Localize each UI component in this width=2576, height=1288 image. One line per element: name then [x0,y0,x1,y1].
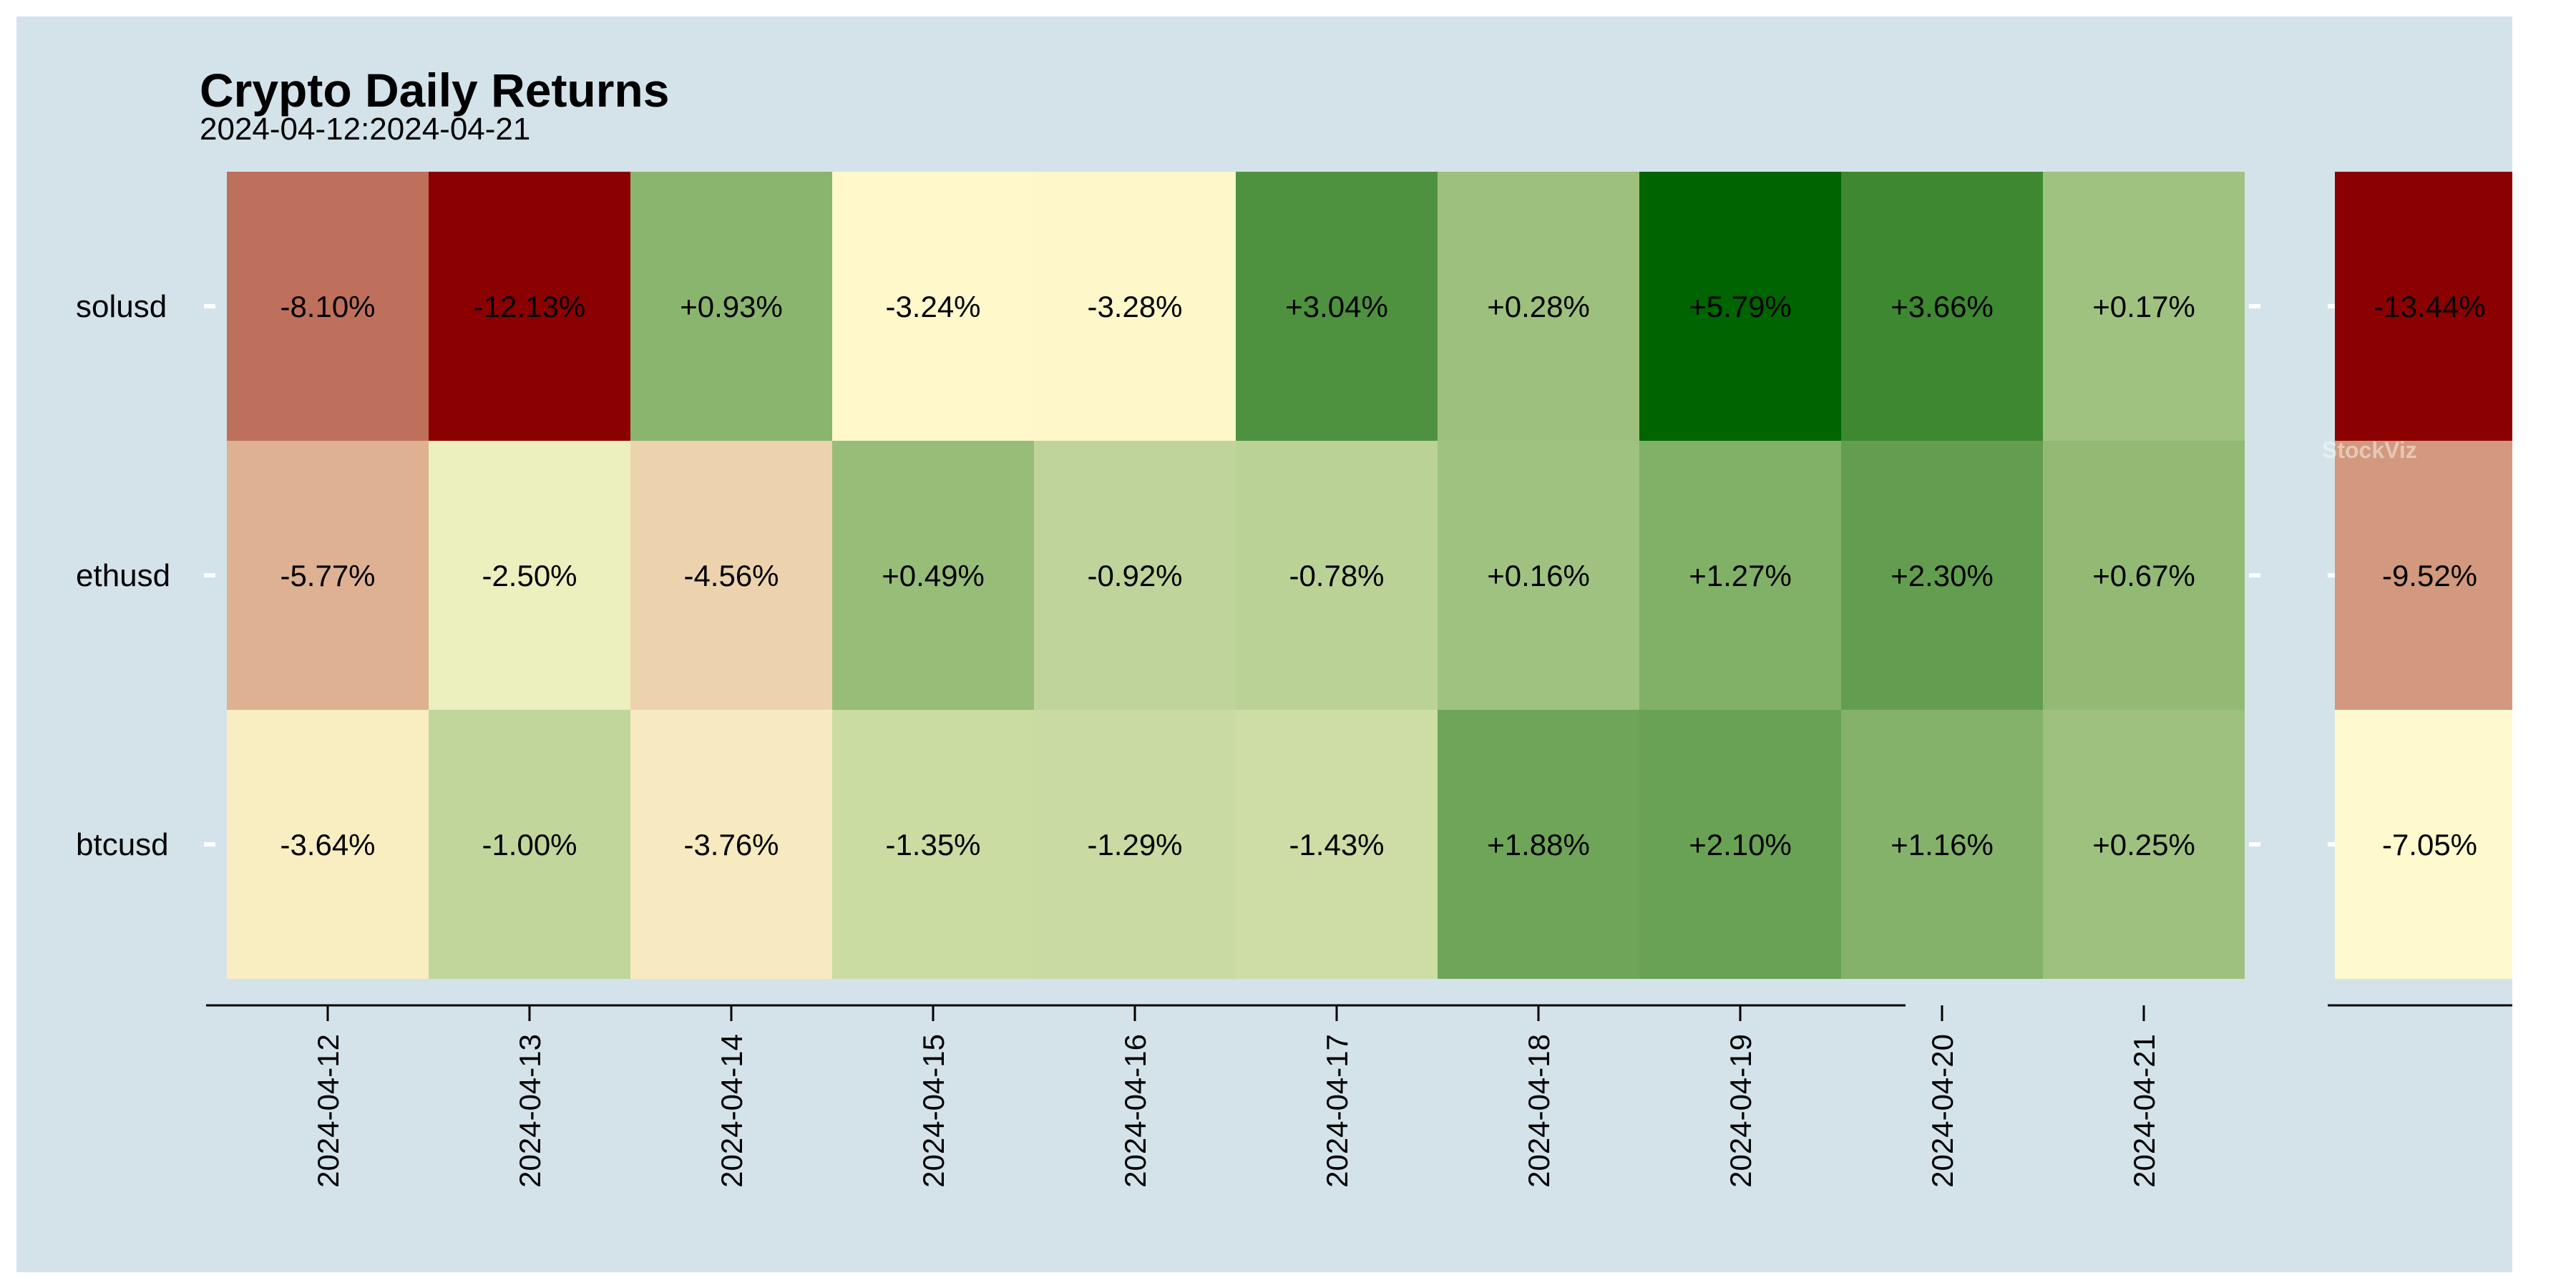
total-value-label: -7.05% [2382,828,2477,862]
cell-value-label: +5.79% [1689,290,1792,323]
x-tick-label: 2024-04-20 [1926,1034,1959,1188]
cell-value-label: -3.64% [280,828,375,862]
cell-value-label: -8.10% [280,290,375,323]
x-tick-label: 2024-04-15 [917,1034,950,1188]
heatmap-cell [1034,172,1236,441]
cell-value-label: +3.04% [1285,290,1388,323]
heatmap-cell [2043,172,2245,441]
cell-value-label: +0.67% [2092,559,2195,592]
heatmap-cell [1841,172,2043,441]
heatmap-cell [1034,710,1236,979]
cell-value-label: -1.43% [1289,828,1384,862]
total-value-label: -13.44% [2373,290,2485,323]
heatmap-cell [630,710,832,979]
x-tick-label: 2024-04-19 [1724,1034,1757,1188]
heatmap-cell [1236,172,1438,441]
cell-value-label: -3.76% [683,828,779,862]
cell-value-label: +3.66% [1890,290,1994,323]
row-label: ethusd [76,558,170,593]
heatmap-cell [1438,172,1639,441]
heatmap-cell [832,710,1034,979]
row-label: solusd [76,289,167,324]
cell-value-label: -5.77% [280,559,375,592]
cell-value-label: -12.13% [474,290,585,323]
cell-value-label: -0.92% [1087,559,1182,592]
x-tick-label: 2024-04-12 [311,1034,345,1188]
x-tick-label: 2024-04-16 [1118,1034,1152,1188]
cell-value-label: -3.28% [1087,290,1182,323]
row-labels: solusd ethusd btcusd [76,289,170,862]
cell-value-label: +0.25% [2092,828,2195,862]
heatmap-cell [1841,710,2043,979]
heatmap-cell [1236,441,1438,710]
x-tick-label: 2024-04-13 [513,1034,547,1188]
x-tick-label: 2024-04-14 [715,1034,748,1188]
total-cell [2335,172,2512,441]
heatmap-cell [227,172,429,441]
cell-value-label: +0.93% [680,290,783,323]
heatmap-cell [1438,441,1639,710]
cell-value-label: +0.49% [882,559,985,592]
cell-value-label: +1.88% [1487,828,1590,862]
x-tick-label: 2024-04-21 [2127,1034,2161,1188]
heatmap-cell [630,172,832,441]
cell-value-label: -2.50% [482,559,577,592]
cell-value-label: +2.10% [1689,828,1792,862]
heatmap-cell [832,172,1034,441]
cell-value-label: -1.29% [1087,828,1182,862]
heatmap-cell [429,172,630,441]
total-cell [2335,710,2512,979]
heatmap-cell [2043,710,2245,979]
heatmap-cells: -8.10% -12.13% +0.93% -3.24% -3.28% +3.04% +0.… [227,172,2245,979]
heatmap-chart: Crypto Daily Returns 2024-04-12:2024-04-… [76,64,2512,1188]
heatmap-cell [1438,710,1639,979]
chart-title: Crypto Daily Returns [200,64,669,117]
heatmap-cell [429,710,630,979]
heatmap-cell [1639,710,1841,979]
total-cell [2335,441,2512,710]
heatmap-cell [630,441,832,710]
cell-value-label: +1.16% [1890,828,1994,862]
total-value-label: -9.52% [2382,559,2477,592]
x-tick-labels: 2024-04-12 2024-04-13 2024-04-14 2024-04-15… [311,1034,2161,1188]
row-label: btcusd [76,827,169,862]
heatmap-cell [1841,441,2043,710]
heatmap-cell [2043,441,2245,710]
x-tick-label: 2024-04-18 [1522,1034,1556,1188]
cell-value-label: +0.17% [2092,290,2195,323]
cell-value-label: -1.00% [482,828,577,862]
cell-value-label: +0.16% [1487,559,1590,592]
cell-value-label: -4.56% [683,559,779,592]
totals-column: -13.44% -9.52% -7.05% [2328,172,2512,1007]
heatmap-cell [227,441,429,710]
x-tick-label: 2024-04-17 [1320,1034,1354,1188]
heatmap-cell [1236,710,1438,979]
heatmap-cell [1034,441,1236,710]
cell-value-label: +1.27% [1689,559,1792,592]
heatmap-cell [832,441,1034,710]
cell-value-label: -3.24% [885,290,980,323]
cell-value-label: +0.28% [1487,290,1590,323]
heatmap-cell [227,710,429,979]
heatmap-cell [1639,172,1841,441]
heatmap-cell [429,441,630,710]
cell-value-label: -0.78% [1289,559,1384,592]
heatmap-cell [1639,441,1841,710]
cell-value-label: +2.30% [1890,559,1994,592]
chart-panel: Crypto Daily Returns 2024-04-12:2024-04-… [16,16,2512,1272]
cell-value-label: -1.35% [885,828,980,862]
watermark: StockViz [2322,437,2417,463]
chart-subtitle: 2024-04-12:2024-04-21 [200,112,530,147]
